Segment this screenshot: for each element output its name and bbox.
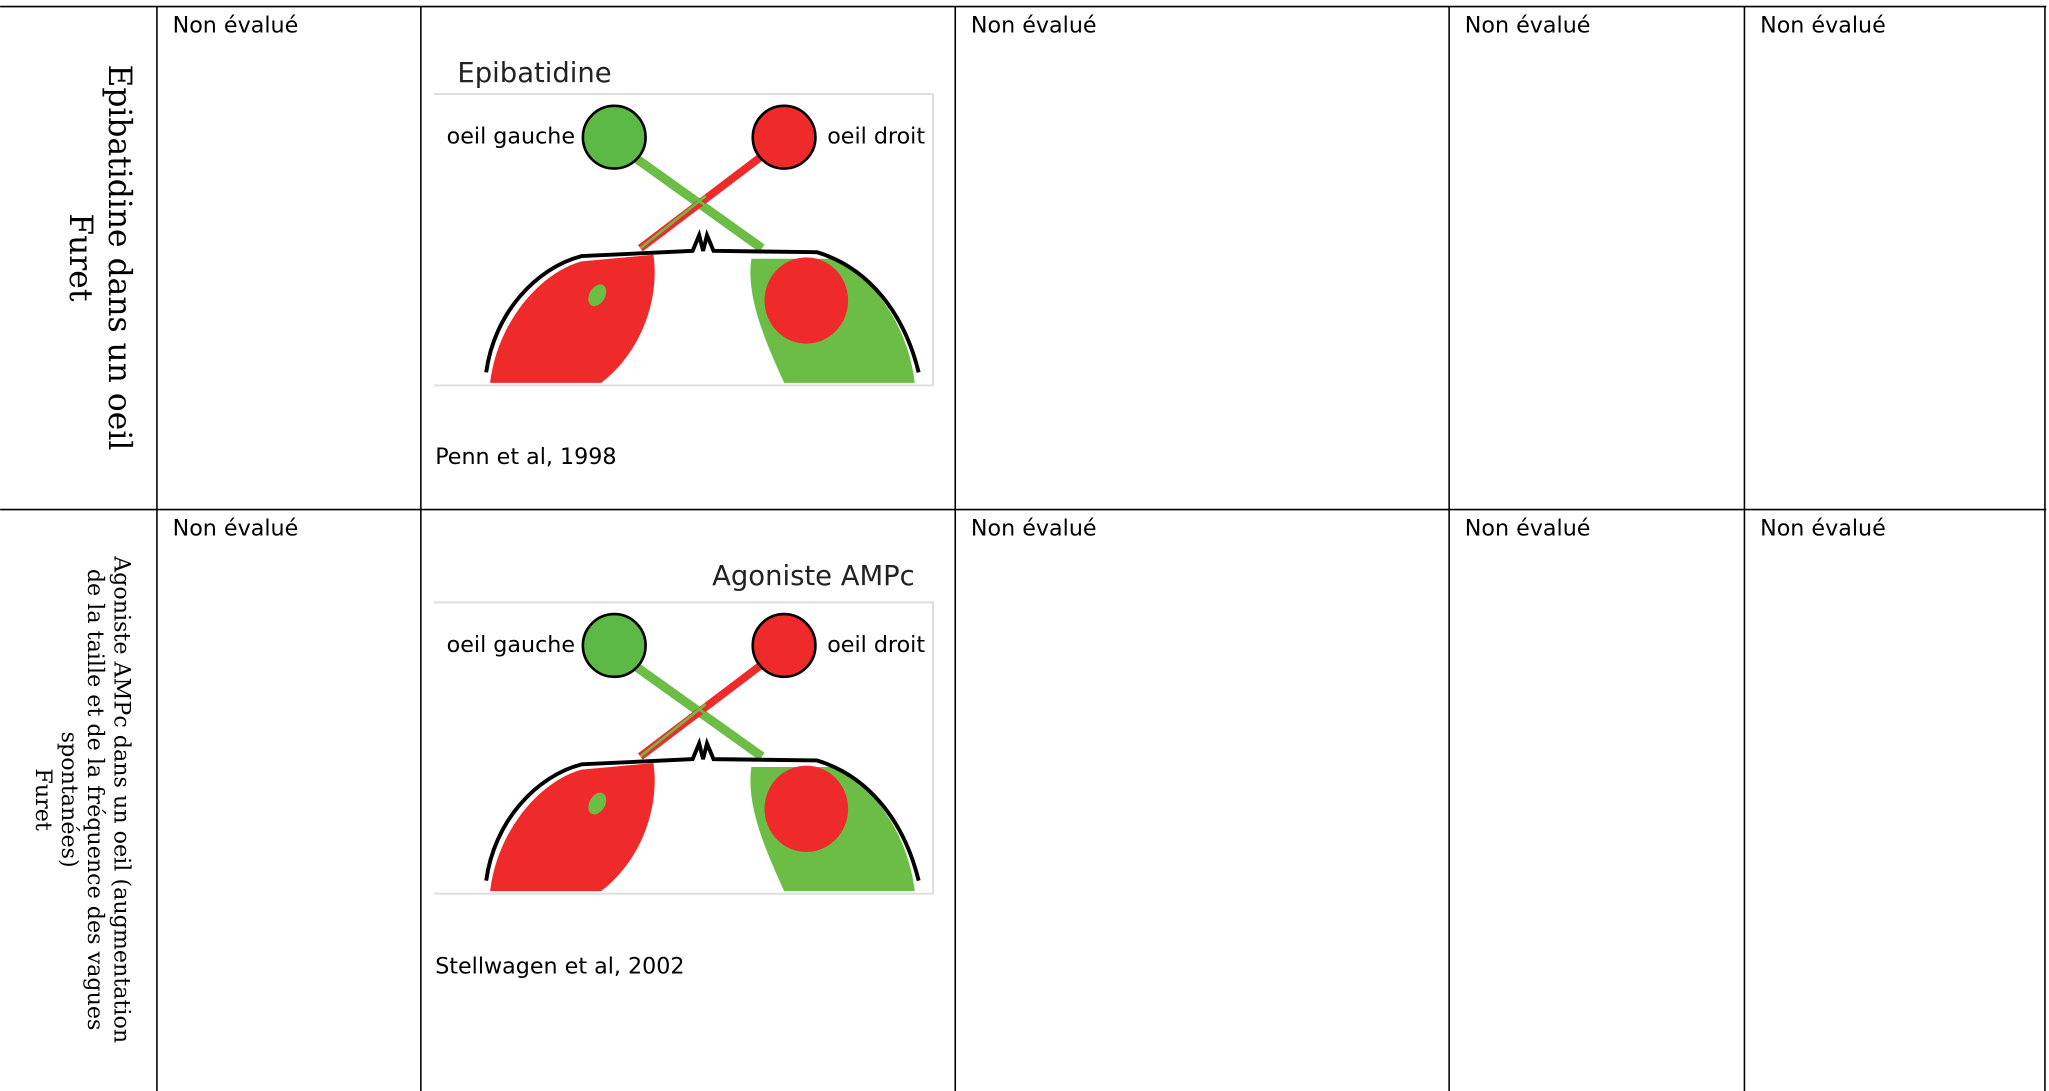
row-label-line: Agoniste AMPc dans un oeil (augmentation — [108, 555, 134, 1043]
eye-left-label: oeil gauche — [447, 632, 575, 658]
eye-right-label: oeil droit — [827, 632, 925, 658]
cell-text: Non évalué — [1760, 13, 1886, 39]
figure-frame — [433, 93, 935, 387]
figure: Agoniste AMPc oeil gauche oeil droit Stellw… — [433, 561, 935, 979]
row-label: Agoniste AMPc dans un oeil (augmentation… — [30, 555, 134, 1043]
brain-outline — [484, 737, 921, 882]
figure-citation: Penn et al, 1998 — [435, 444, 616, 470]
brain-outline — [484, 228, 921, 373]
tract-thin — [639, 703, 763, 758]
row-label-line: spontanées) — [56, 732, 82, 868]
eye-left — [581, 612, 647, 679]
figure-title: Agoniste AMPc — [712, 561, 915, 592]
spot-green — [588, 792, 607, 815]
cell-text: Non évalué — [971, 516, 1097, 542]
tract-thin — [639, 194, 763, 250]
eye-right-label: oeil droit — [827, 124, 925, 150]
cell-text: Non évalué — [1465, 516, 1591, 542]
row-label-line: de la taille et de la fréquence des vagu… — [82, 569, 108, 1031]
spot-red — [764, 765, 849, 852]
row-label-line: Furet — [30, 768, 56, 830]
row-label-line: Epibatidine dans un oeil — [101, 64, 137, 450]
figure: Epibatidine oeil gauche oeil droit Penn et … — [433, 58, 935, 470]
table-grid — [0, 5, 2047, 1091]
spot-red — [764, 257, 849, 344]
eye-left-label: oeil gauche — [447, 124, 575, 150]
cell-text: Non évalué — [173, 13, 299, 39]
cell-text: Non évalué — [173, 516, 299, 542]
cell-text: Non évalué — [1760, 516, 1886, 542]
figure-frame — [433, 601, 935, 895]
figure-citation: Stellwagen et al, 2002 — [435, 953, 684, 979]
hemisphere-left — [490, 763, 655, 892]
spot-green — [588, 284, 607, 307]
hemisphere-left — [490, 254, 655, 383]
row-label-line: Furet — [62, 213, 98, 301]
eye-right — [751, 612, 817, 679]
eye-left — [581, 104, 647, 170]
figure-title: Epibatidine — [457, 58, 611, 89]
cell-text: Non évalué — [1465, 13, 1591, 39]
eye-right — [751, 104, 817, 170]
cell-text: Non évalué — [971, 13, 1097, 39]
